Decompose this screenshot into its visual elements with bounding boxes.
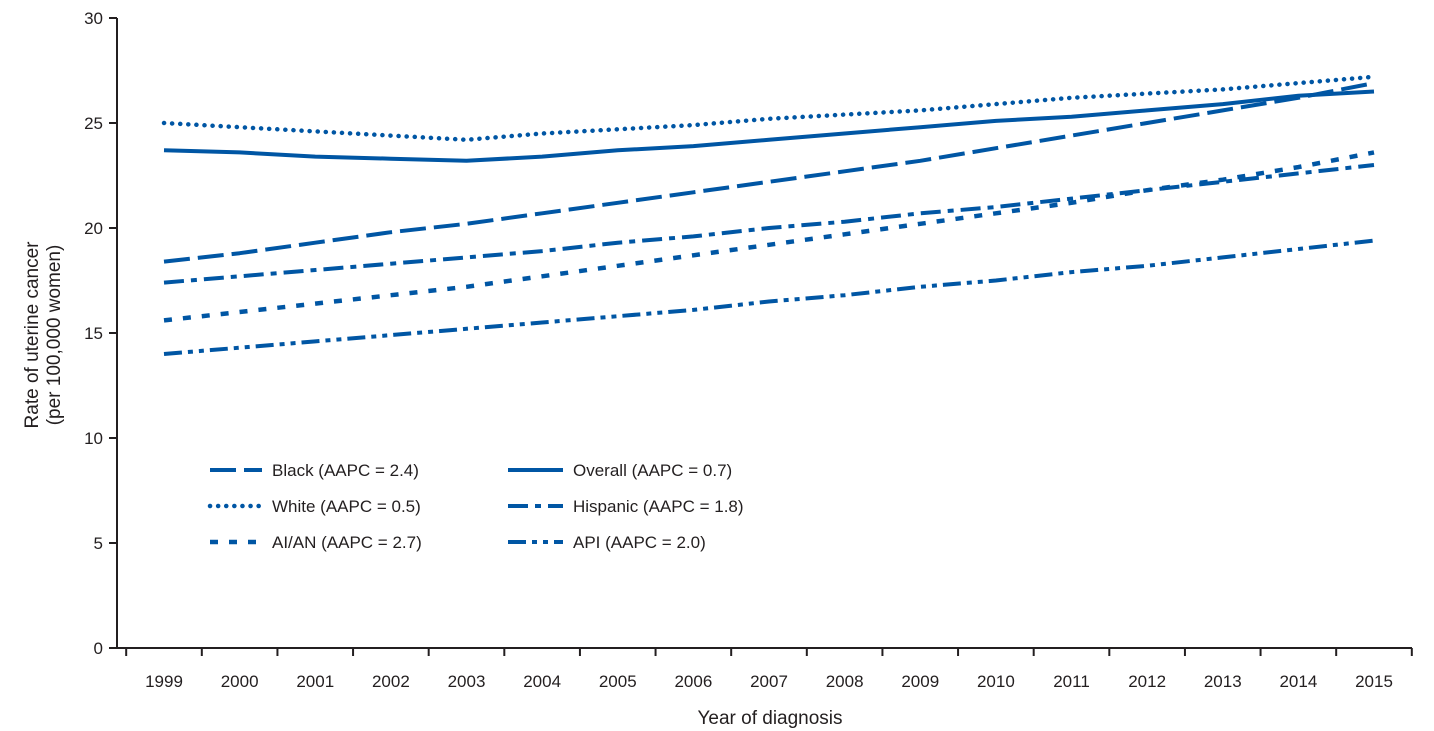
- x-tick-label: 2012: [1128, 672, 1166, 691]
- legend-label: Overall (AAPC = 0.7): [573, 461, 732, 480]
- legend-label: Black (AAPC = 2.4): [272, 461, 419, 480]
- y-tick-label: 30: [84, 9, 103, 28]
- x-tick-label: 2011: [1053, 672, 1090, 691]
- y-ticks: 0 5 10 15 20 25 30: [84, 9, 117, 658]
- legend-label: API (AAPC = 2.0): [573, 533, 706, 552]
- x-tick-label: 2007: [750, 672, 788, 691]
- x-tick-label: 2005: [599, 672, 637, 691]
- legend-label: AI/AN (AAPC = 2.7): [272, 533, 422, 552]
- x-tick-label: 2015: [1355, 672, 1393, 691]
- x-tick-label: 2003: [448, 672, 486, 691]
- y-axis-title: Rate of uterine cancer (per 100,000 wome…: [22, 241, 65, 429]
- y-tick-label: 20: [84, 219, 103, 238]
- y-tick-label: 0: [94, 639, 103, 658]
- x-ticks: 1999 2000 2001 2002 2003 2004 2005 2006 2007 2008…: [125, 648, 1413, 691]
- series-line-4: [163, 150, 1375, 323]
- legend-label: White (AAPC = 0.5): [272, 497, 421, 516]
- x-axis-title: Year of diagnosis: [697, 708, 842, 729]
- y-tick-label: 5: [94, 534, 103, 553]
- x-tick-label: 2008: [826, 672, 864, 691]
- y-axis-title-line2: (per 100,000 women): [44, 245, 65, 426]
- x-tick-label: 2002: [372, 672, 410, 691]
- series-line-0: [163, 81, 1375, 264]
- y-tick-label: 25: [84, 114, 103, 133]
- x-tick-label: 2010: [977, 672, 1015, 691]
- x-tick-label: 2000: [221, 672, 259, 691]
- legend: Black (AAPC = 2.4) Overall (AAPC = 0.7) Wh…: [207, 461, 744, 552]
- y-tick-label: 10: [84, 429, 103, 448]
- y-axis-title-line1: Rate of uterine cancer: [22, 241, 43, 429]
- series-line-1: [163, 89, 1375, 163]
- x-tick-label: 2001: [296, 672, 334, 691]
- series-lines: [161, 74, 1377, 356]
- x-tick-label: 2006: [674, 672, 712, 691]
- x-tick-label: 1999: [145, 672, 183, 691]
- series-line-3: [163, 163, 1375, 285]
- series-line-2: [161, 74, 1377, 143]
- x-tick-label: 2004: [523, 672, 561, 691]
- x-tick-label: 2009: [901, 672, 939, 691]
- legend-label: Hispanic (AAPC = 1.8): [573, 497, 744, 516]
- y-tick-label: 15: [84, 324, 103, 343]
- x-tick-label: 2014: [1279, 672, 1317, 691]
- x-tick-label: 2013: [1204, 672, 1242, 691]
- series-line-5: [163, 238, 1375, 356]
